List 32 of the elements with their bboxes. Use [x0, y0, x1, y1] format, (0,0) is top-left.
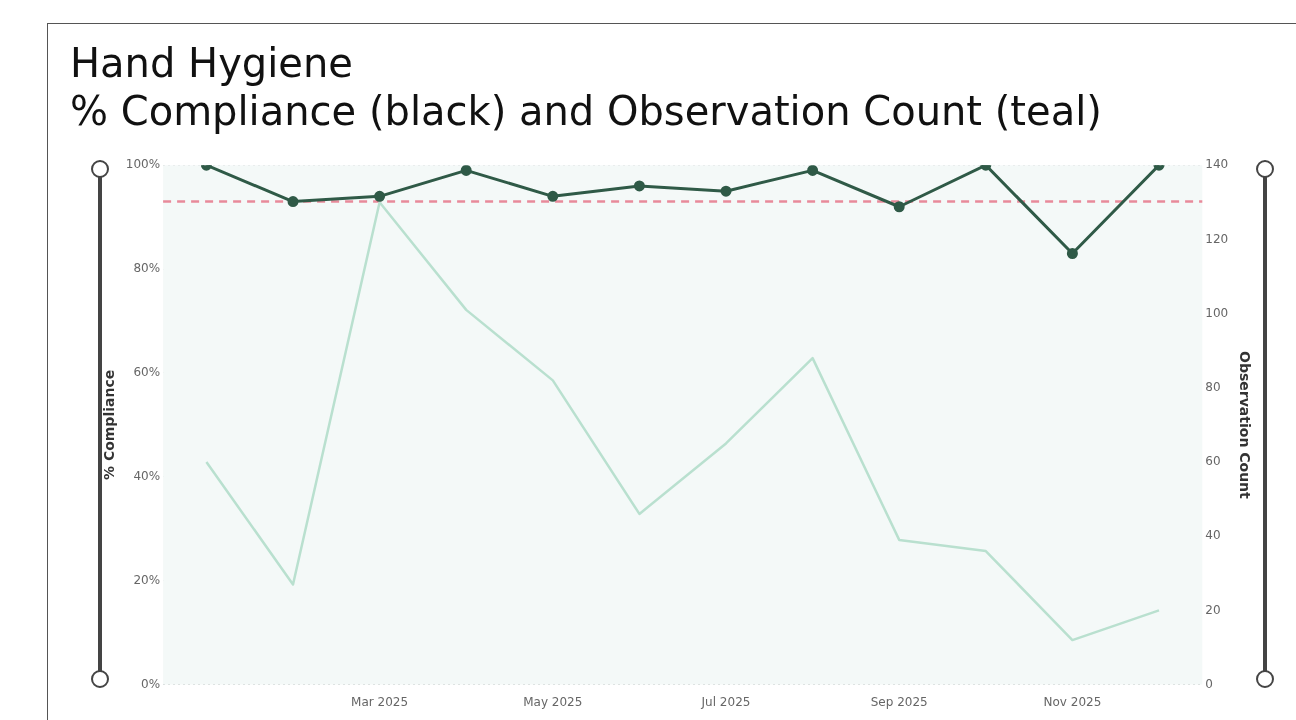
y2-tick-label: 120	[1205, 231, 1229, 246]
point	[893, 201, 905, 213]
point	[1066, 248, 1078, 259]
y2-tick-label: 100	[1205, 305, 1229, 320]
x-tick-label: Nov 2025	[1043, 694, 1102, 709]
point	[547, 190, 559, 202]
x-tick-label: May 2025	[523, 694, 583, 709]
y2-tick-label: 80	[1205, 379, 1221, 394]
point	[807, 165, 819, 176]
y2-tick-label: 20	[1205, 602, 1221, 617]
x-tick-label: Mar 2025	[351, 694, 409, 709]
y-tick-label: 40%	[133, 468, 161, 483]
x-tick-label: Jul 2025	[700, 694, 751, 709]
y-tick-label: 60%	[133, 365, 161, 380]
point	[633, 180, 645, 192]
chart-subtitle: % Compliance (black) and Observation Count (teal)	[70, 88, 1102, 134]
y-tick-label: 80%	[133, 261, 161, 276]
y2-tick-label: 0	[1205, 676, 1213, 691]
point	[287, 196, 299, 208]
y2-axis-title: Observation Count	[1236, 351, 1253, 500]
y-tick-label: 100%	[125, 157, 161, 172]
y2-tick-label: 140	[1205, 157, 1229, 172]
y2-tick-label: 60	[1205, 454, 1221, 469]
point	[374, 190, 386, 202]
y-tick-label: 0%	[141, 676, 161, 691]
y-axis-title: % Compliance	[101, 369, 118, 481]
y-tick-label: 20%	[133, 572, 161, 587]
point	[460, 165, 472, 176]
chart-title: Hand Hygiene	[70, 40, 353, 86]
x-tick-label: Sep 2025	[870, 694, 928, 709]
point	[720, 185, 732, 197]
y2-tick-label: 40	[1205, 528, 1221, 543]
